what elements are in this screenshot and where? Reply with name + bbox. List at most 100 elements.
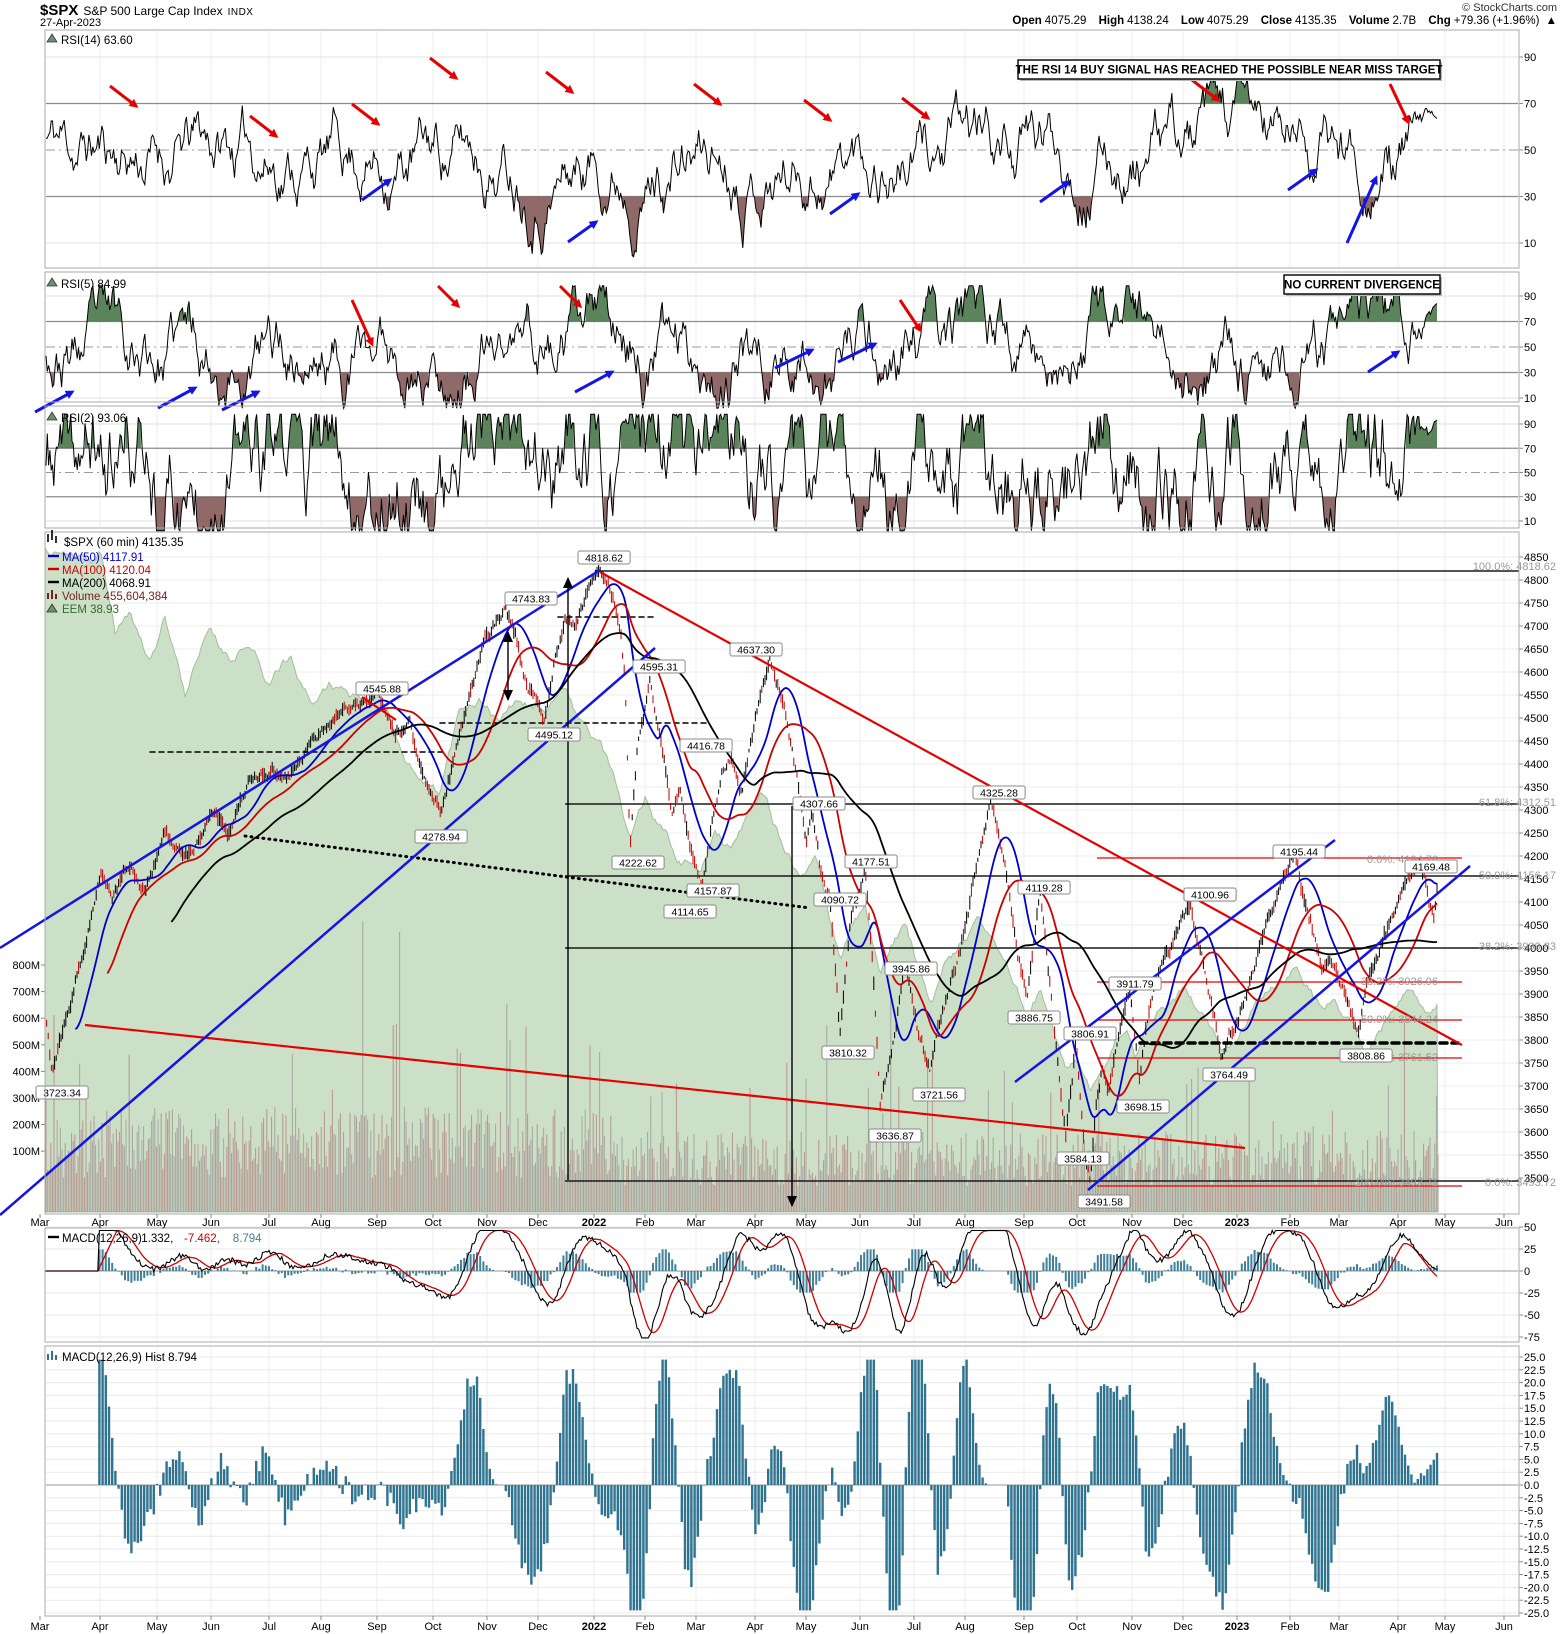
rsi2-line <box>45 412 1438 533</box>
panel-border <box>44 1227 1520 1343</box>
macd-signal-line <box>45 1229 1438 1334</box>
area-overlay-icon <box>46 603 58 613</box>
volume-value: 2.7B <box>1392 15 1417 27</box>
rsi-axis-label: 70 <box>1524 443 1536 455</box>
symbol: $SPX <box>40 2 79 19</box>
price-callout <box>1108 976 1162 991</box>
month-axis-label: Nov <box>1122 1217 1142 1229</box>
measure-down-arrow-icon <box>503 690 513 701</box>
fib-retracement-label: 50.0%: 4156.17 <box>1479 870 1556 882</box>
rsi14-legend: RSI(14) 63.60 <box>61 35 133 47</box>
price-callout-label: 3945.86 <box>892 964 930 976</box>
month-axis-label: Feb <box>1281 1621 1300 1633</box>
open-label: Open <box>1012 15 1042 27</box>
sell-signal-arrow-icon <box>436 284 461 309</box>
month-axis-label: Oct <box>1068 1217 1085 1229</box>
price-callout <box>504 591 558 606</box>
price-axis-label: 3800 <box>1524 1035 1548 1047</box>
macd-hist-axis-label: -22.5 <box>1524 1595 1549 1607</box>
month-axis-label: Mar <box>687 1621 706 1633</box>
month-axis-label: Aug <box>311 1621 331 1633</box>
sell-signal-arrow-icon <box>545 70 575 94</box>
month-axis-label: Apr <box>746 1621 763 1633</box>
macd-line <box>45 1229 1438 1339</box>
macd-hist-axis-label: -2.5 <box>1524 1493 1543 1505</box>
rsi-shade <box>151 496 1398 531</box>
annotation-box <box>1283 274 1441 295</box>
month-axis-label: Oct <box>1068 1621 1085 1633</box>
price-callout <box>1116 1099 1170 1114</box>
macd-axis-label: -25 <box>1524 1288 1540 1300</box>
macd-axis-label: -50 <box>1524 1310 1540 1322</box>
rsi-axis-label: 50 <box>1524 468 1536 480</box>
month-axis-label: Mar <box>1330 1217 1349 1229</box>
macd-hist-axis-label: 25.0 <box>1524 1352 1545 1364</box>
buy-signal-arrow-icon <box>574 370 615 394</box>
month-axis-label: May <box>1435 1217 1456 1229</box>
price-callout <box>884 961 938 976</box>
sell-signal-arrow-icon <box>351 102 381 126</box>
macd-histogram-bars <box>98 1359 1439 1611</box>
rsi-axis-label: 50 <box>1524 342 1536 354</box>
rsi14-line <box>45 71 1438 258</box>
macd-legend: MACD(12,26,9) <box>62 1233 142 1245</box>
macd-hist-axis-label: 12.5 <box>1524 1416 1545 1428</box>
price-axis-label: 3700 <box>1524 1081 1548 1093</box>
price-axis-label: 3600 <box>1524 1127 1548 1139</box>
macd-hist-axis-label: 7.5 <box>1524 1442 1539 1454</box>
rsi5-line <box>45 283 1438 411</box>
rsi2-legend: RSI(2) 93.06 <box>61 413 126 425</box>
price-axis-label: 3500 <box>1524 1173 1548 1185</box>
price-callout-label: 3721.56 <box>920 1090 958 1102</box>
price-callout-label: 4090.72 <box>821 895 859 907</box>
price-axis-label: 4450 <box>1524 736 1548 748</box>
price-callout <box>355 681 409 696</box>
price-callout <box>632 659 686 674</box>
price-callout-label: 4545.88 <box>363 684 401 696</box>
price-callout-label: 4169.48 <box>1412 862 1450 874</box>
buy-signal-arrow-icon <box>1287 168 1319 192</box>
price-axis-label: 3650 <box>1524 1104 1548 1116</box>
sell-signal-arrow-icon <box>803 98 833 122</box>
buy-signal-arrow-icon <box>567 220 599 244</box>
month-axis-label: May <box>147 1217 168 1229</box>
month-axis-label: 2023 <box>1225 1621 1249 1633</box>
eem-legend: EEM 38.93 <box>62 604 119 616</box>
price-axis-label: 4650 <box>1524 644 1548 656</box>
price-axis-label: 3950 <box>1524 966 1548 978</box>
macd-axis-label: 50 <box>1524 1222 1536 1234</box>
price-callout-label: 4325.28 <box>980 788 1018 800</box>
price-callout-label: 4177.51 <box>852 857 890 869</box>
price-axis-label: 4700 <box>1524 621 1548 633</box>
price-callout <box>729 642 783 657</box>
price-callout <box>1063 1026 1117 1041</box>
price-callout-label: 3698.15 <box>1124 1102 1162 1114</box>
month-axis-label: Jul <box>907 1217 921 1229</box>
ma100-legend: MA(100) 4120.04 <box>62 565 151 577</box>
month-axis-label: Jul <box>262 1621 276 1633</box>
rsi5-legend: RSI(5) 84.99 <box>61 279 126 291</box>
month-axis-label: Sep <box>367 1621 387 1633</box>
ma50-legend: MA(50) 4117.91 <box>62 552 144 564</box>
chart-line <box>1014 839 1336 1083</box>
month-axis-label: 2022 <box>582 1217 606 1229</box>
buy-signal-arrow-icon <box>1345 175 1378 244</box>
macd-legend: 1.332, <box>141 1233 173 1245</box>
price-callout <box>527 727 581 742</box>
measure-up-arrow-icon <box>563 577 573 588</box>
price-callout <box>1017 880 1071 895</box>
price-callout <box>1272 844 1326 859</box>
close-label: Close <box>1260 15 1293 27</box>
price-axis-label: 4850 <box>1524 552 1548 564</box>
price-callout <box>1077 1194 1131 1209</box>
month-axis-label: Sep <box>1014 1217 1034 1229</box>
month-axis-label: Mar <box>31 1621 50 1633</box>
month-axis-label: Mar <box>31 1217 50 1229</box>
price-callout-label: 3911.79 <box>1116 979 1153 991</box>
rsi-axis-label: 70 <box>1524 99 1536 111</box>
panel-border <box>44 531 1520 1215</box>
macd-axis-label: 25 <box>1524 1244 1536 1256</box>
macd-hist-axis-label: -17.5 <box>1524 1570 1549 1582</box>
macd-hist-axis-label: -5.0 <box>1524 1506 1543 1518</box>
sell-signal-arrow-icon <box>109 84 139 108</box>
